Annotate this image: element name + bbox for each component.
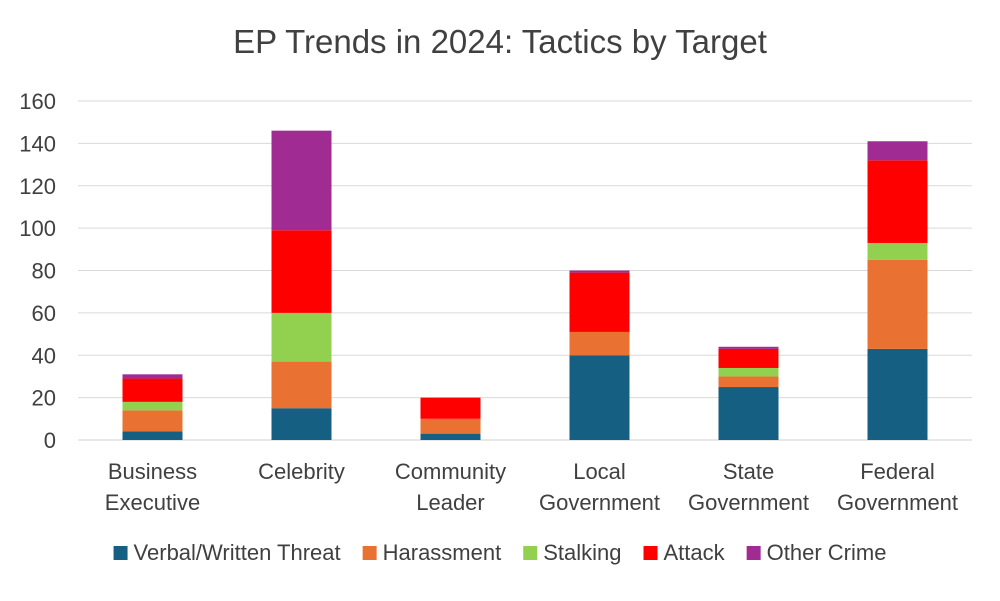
y-tick-label: 40 <box>32 343 56 368</box>
legend-label: Harassment <box>383 540 502 565</box>
x-tick-label: Leader <box>416 490 485 515</box>
bar-segment <box>271 230 332 313</box>
bar-segment <box>718 346 779 349</box>
y-tick-label: 60 <box>32 301 56 326</box>
x-tick-label: Government <box>539 490 660 515</box>
chart-title: EP Trends in 2024: Tactics by Target <box>233 23 767 60</box>
bars <box>122 130 928 440</box>
bar-segment <box>122 401 183 411</box>
y-tick-label: 120 <box>19 174 56 199</box>
bar-segment <box>271 130 332 231</box>
legend-label: Attack <box>664 540 726 565</box>
legend-swatch <box>746 546 761 560</box>
bar-segment <box>569 355 630 440</box>
bar-segment <box>569 331 630 356</box>
legend: Verbal/Written Threat Harassment Stalking A… <box>113 540 887 565</box>
bar-segment <box>718 367 779 377</box>
bar-segment <box>569 270 630 273</box>
legend-item: Harassment <box>362 540 502 565</box>
bar-segment <box>718 376 779 388</box>
bar-segment <box>122 378 183 402</box>
bar-segment <box>122 410 183 432</box>
x-tick-label: State <box>723 459 774 484</box>
gridlines <box>78 100 972 441</box>
bar-segment <box>718 348 779 368</box>
y-tick-label: 140 <box>19 131 56 156</box>
legend-item: Verbal/Written Threat <box>113 540 341 565</box>
bar-segment <box>569 272 630 332</box>
legend-swatch <box>113 546 128 560</box>
bar-segment <box>271 361 332 409</box>
bar-segment <box>867 160 928 243</box>
legend-item: Stalking <box>523 540 622 565</box>
bar-segment <box>867 242 928 260</box>
legend-label: Other Crime <box>767 540 887 565</box>
legend-label: Stalking <box>543 540 621 565</box>
x-tick-label: Executive <box>105 490 200 515</box>
x-tick-label: Federal <box>860 459 935 484</box>
bar-segment <box>867 348 928 440</box>
bar-segment <box>420 397 481 419</box>
legend-swatch <box>643 546 658 560</box>
bar-segment <box>122 374 183 379</box>
y-tick-label: 20 <box>32 386 56 411</box>
x-tick-label: Celebrity <box>258 459 345 484</box>
bar-segment <box>420 433 481 440</box>
y-tick-label: 0 <box>44 428 56 453</box>
x-tick-label: Business <box>108 459 197 484</box>
bar-segment <box>122 431 183 440</box>
bar-segment <box>271 312 332 362</box>
y-tick-label: 100 <box>19 216 56 241</box>
bar-segment <box>271 408 332 440</box>
legend-label: Verbal/Written Threat <box>134 540 341 565</box>
y-axis-ticks: 0 20 40 60 80 100 120 140 160 <box>19 89 56 453</box>
bar-segment <box>867 141 928 161</box>
legend-item: Attack <box>643 540 726 565</box>
x-tick-label: Local <box>573 459 626 484</box>
x-tick-label: Government <box>688 490 809 515</box>
bar-segment <box>867 259 928 349</box>
y-tick-label: 80 <box>32 259 56 284</box>
bar-segment <box>420 418 481 434</box>
legend-item: Other Crime <box>746 540 887 565</box>
x-axis-ticks: Business Executive Celebrity Community Leade… <box>105 459 958 515</box>
x-tick-label: Government <box>837 490 958 515</box>
legend-swatch <box>362 546 377 560</box>
legend-swatch <box>523 546 538 560</box>
bar-segment <box>718 387 779 440</box>
x-tick-label: Community <box>395 459 506 484</box>
y-tick-label: 160 <box>19 89 56 114</box>
